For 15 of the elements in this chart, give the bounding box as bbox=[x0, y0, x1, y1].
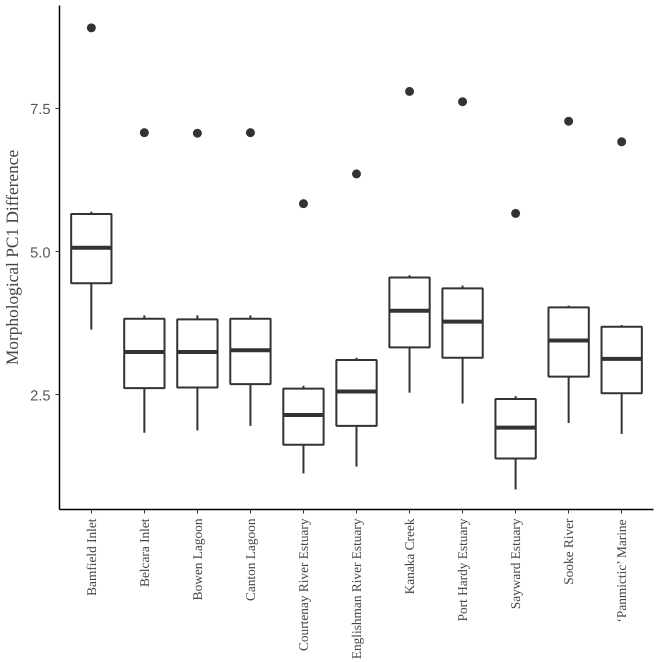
x-tick-label: Sooke River bbox=[561, 518, 576, 585]
x-tick-label: ‘Panmictic’ Marine bbox=[614, 519, 630, 622]
y-tick-label: 2.5 bbox=[30, 388, 50, 404]
x-tick-label: Canton Lagoon bbox=[242, 518, 258, 602]
x-tick-label: Englishman River Estuary bbox=[349, 518, 364, 660]
x-tick-label: Courtenay River Estuary bbox=[296, 518, 311, 652]
y-axis-title: Morphological PC1 Difference bbox=[3, 150, 22, 366]
y-tick-label: 7.5 bbox=[30, 102, 50, 118]
x-tick-label: Port Hardy Estuary bbox=[455, 518, 470, 622]
x-tick-label: Kanaka Creek bbox=[402, 518, 418, 594]
x-tick-label: Bowen Lagoon bbox=[190, 518, 205, 600]
y-tick-label: 5.0 bbox=[30, 245, 50, 262]
x-tick-label: Bamfield Inlet bbox=[84, 518, 99, 596]
x-tick-label: Belcara Inlet bbox=[136, 518, 152, 587]
x-tick-label: Sayward Estuary bbox=[508, 518, 524, 610]
